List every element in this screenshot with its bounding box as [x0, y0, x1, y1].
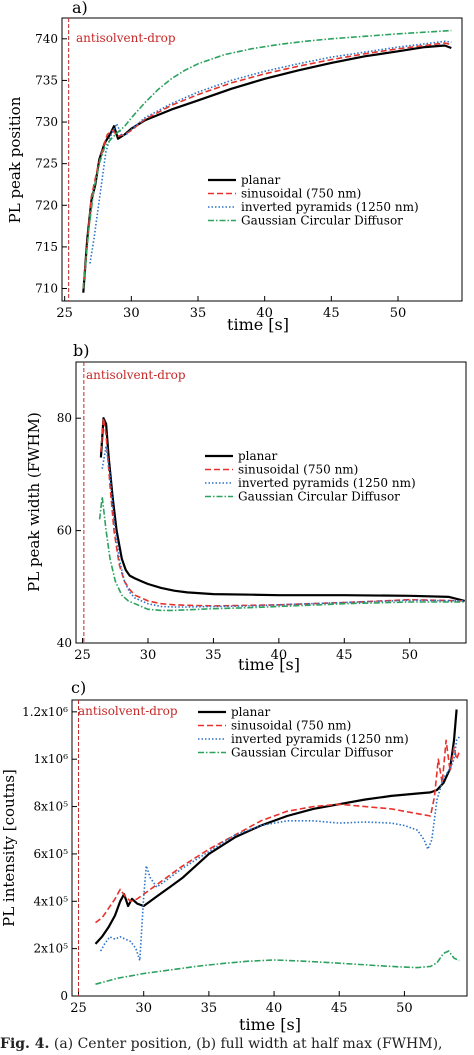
series-line-a-gaussian — [82, 29, 452, 289]
plot-frame-c — [71, 699, 468, 997]
plot-frame-a — [61, 17, 463, 302]
y-tick-label-c-4: 8x10⁵ — [34, 800, 69, 814]
x-tick-label-c-2: 35 — [201, 1001, 218, 1016]
y-axis-label-c: PL intensity [coutns] — [0, 769, 18, 927]
y-tick-label-b-2: 80 — [57, 411, 72, 425]
legend-label-b-gaussian: Gaussian Circular Diffusor — [238, 490, 400, 504]
panel-label-c: c) — [71, 678, 86, 697]
series-line-b-gaussian — [98, 496, 465, 612]
x-tick-label-b-0: 25 — [74, 648, 91, 663]
antisolvent-drop-label-b: antisolvent-drop — [86, 368, 186, 382]
series-line-c-gaussian — [95, 950, 460, 985]
legend-label-b-sinusoidal: sinusoidal (750 nm) — [238, 463, 358, 477]
y-tick-label-c-2: 4x10⁵ — [34, 894, 69, 908]
x-axis-label-a: time [s] — [227, 315, 289, 334]
panel-label-b: b) — [73, 341, 89, 360]
series-line-a-sinusoidal — [82, 42, 452, 289]
panel-c: c) 25 30 35 40 45 50 0 2x10⁵ 4x10⁵ 6x10⁵ 8x10⁵ 1x1… — [0, 678, 468, 1034]
series-line-c-inverted — [99, 734, 462, 962]
x-tick-label-b-4: 45 — [336, 648, 353, 663]
y-axis-label-a: PL peak position — [6, 96, 24, 223]
panel-a: a) 25 30 35 40 45 50 710 715 720 725 730 735 740 ti… — [6, 0, 463, 334]
x-tick-label-c-5: 50 — [396, 1001, 413, 1016]
series-line-b-planar — [99, 417, 465, 602]
y-tick-label-a-4: 730 — [35, 115, 58, 129]
y-axis-c: 0 2x10⁵ 4x10⁵ 6x10⁵ 8x10⁵ 1x10⁶ 1.2x10⁶ — [22, 705, 77, 1003]
y-tick-label-a-3: 725 — [35, 157, 58, 171]
legend-label-b-inverted: inverted pyramids (1250 nm) — [238, 476, 416, 490]
legend-label-a-sinusoidal: sinusoidal (750 nm) — [241, 187, 361, 201]
x-axis-c: 25 30 35 40 45 50 — [70, 991, 413, 1016]
y-tick-label-a-6: 740 — [35, 32, 58, 46]
legend-label-c-inverted: inverted pyramids (1250 nm) — [231, 732, 409, 746]
panel-label-a: a) — [72, 0, 88, 17]
legend-label-a-gaussian: Gaussian Circular Diffusor — [241, 214, 403, 228]
x-axis-label-b: time [s] — [238, 655, 300, 674]
legend-label-b-planar: planar — [238, 449, 278, 463]
legend-label-c-gaussian: Gaussian Circular Diffusor — [231, 746, 393, 760]
x-tick-label-c-3: 40 — [266, 1001, 283, 1016]
antisolvent-drop-label-c: antisolvent-drop — [78, 704, 178, 718]
caption-label: Fig. 4. — [0, 1036, 50, 1052]
y-tick-label-c-6: 1.2x10⁶ — [22, 705, 68, 719]
series-group-a — [82, 29, 452, 293]
y-axis-a: 710 715 720 725 730 735 740 — [35, 32, 67, 296]
x-tick-label-a-2: 35 — [190, 306, 207, 321]
x-tick-label-a-5: 50 — [390, 306, 407, 321]
legend-label-a-inverted: inverted pyramids (1250 nm) — [241, 200, 419, 214]
x-tick-label-a-3: 40 — [256, 306, 273, 321]
y-tick-label-a-2: 720 — [35, 198, 58, 212]
x-axis-b: 25 30 35 40 45 50 — [74, 638, 418, 663]
series-line-a-planar — [82, 44, 452, 293]
x-tick-label-b-2: 35 — [205, 648, 222, 663]
x-tick-label-a-1: 30 — [123, 306, 140, 321]
figure-caption: Fig. 4. (a) Center position, (b) full wi… — [0, 1036, 443, 1052]
legend-label-c-planar: planar — [231, 705, 271, 719]
y-axis-label-b: PL peak width (FWHM) — [25, 412, 43, 592]
x-axis-label-c: time [s] — [239, 1015, 301, 1034]
panel-b: b) 25 30 35 40 45 50 40 60 80 time [s] PL peak … — [25, 341, 467, 674]
series-line-b-sinusoidal — [100, 417, 465, 607]
y-tick-label-a-5: 735 — [35, 73, 58, 87]
y-tick-label-c-1: 2x10⁵ — [34, 942, 69, 956]
antisolvent-drop-label-a: antisolvent-drop — [76, 31, 176, 45]
x-tick-label-b-3: 40 — [271, 648, 288, 663]
series-line-a-inverted — [89, 40, 452, 264]
y-tick-label-b-0: 40 — [57, 636, 72, 650]
x-tick-label-c-4: 45 — [331, 1001, 348, 1016]
x-tick-label-c-1: 30 — [135, 1001, 152, 1016]
y-axis-b: 40 60 80 — [57, 411, 81, 650]
legend-label-c-sinusoidal: sinusoidal (750 nm) — [231, 719, 351, 733]
y-tick-label-b-1: 60 — [57, 524, 72, 538]
y-tick-label-c-3: 6x10⁵ — [34, 847, 69, 861]
caption-text: (a) Center position, (b) full width at h… — [53, 1036, 443, 1052]
x-axis-a: 25 30 35 40 45 50 — [56, 296, 406, 321]
y-tick-label-a-1: 715 — [35, 240, 58, 254]
series-group-c — [94, 709, 462, 985]
series-line-c-sinusoidal — [95, 739, 460, 924]
y-tick-label-c-0: 0 — [60, 989, 68, 1003]
series-line-b-inverted — [101, 445, 465, 608]
x-tick-label-a-0: 25 — [56, 306, 73, 321]
series-group-b — [98, 417, 465, 612]
y-tick-label-c-5: 1x10⁶ — [34, 752, 69, 766]
x-tick-label-c-0: 25 — [70, 1001, 87, 1016]
x-tick-label-b-1: 30 — [140, 648, 157, 663]
series-line-c-planar — [94, 709, 458, 945]
x-tick-label-a-4: 45 — [323, 306, 340, 321]
legend-label-a-planar: planar — [241, 173, 281, 187]
plot-frame-b — [75, 361, 467, 644]
y-tick-label-a-0: 710 — [35, 282, 58, 296]
x-tick-label-b-5: 50 — [401, 648, 418, 663]
